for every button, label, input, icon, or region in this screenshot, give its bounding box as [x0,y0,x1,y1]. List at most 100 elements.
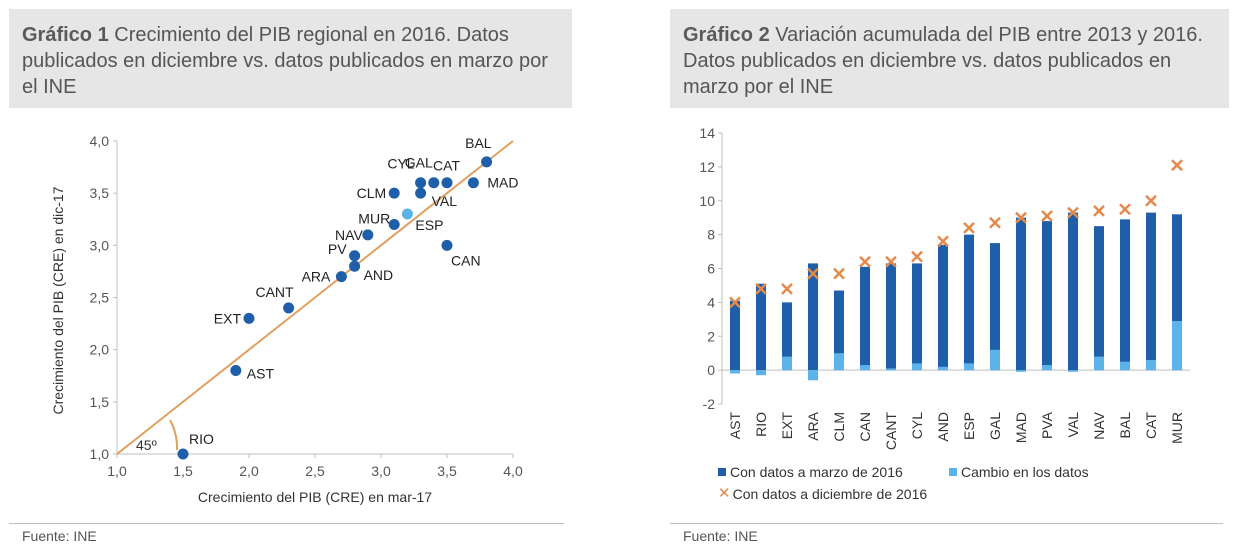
bar-change-ast [730,370,740,374]
marker-december-mur [1171,159,1183,172]
x-tick-label: 3,5 [437,463,457,479]
bar-change-clm [834,353,844,371]
marker-stroke [755,282,767,295]
bar-change-cant [886,368,896,371]
bar-change-cyl [912,363,922,371]
x-tick-label: 4,0 [503,463,523,479]
y-tick-label: 1,5 [90,394,110,410]
bar-march-cat [1146,212,1156,371]
marker-december-clm [833,267,845,280]
reference-line-45 [116,140,514,455]
scatter-point-can [441,239,453,251]
legend-swatch-march [718,468,726,476]
bar-march-ast [730,300,740,371]
marker-december-cat [1145,194,1157,207]
legend-item-march: Con datos a marzo de 2016 [718,464,903,480]
bar-change-ara [808,370,818,381]
x-tick-label: 1,5 [173,463,193,479]
bar-march-val [1068,212,1078,371]
marker-december-mad [1015,211,1027,224]
marker-december-cyl [911,250,923,263]
chart1-header: Gráfico 1 Crecimiento del PIB regional e… [9,9,572,108]
scatter-point-val [415,187,427,199]
marker-december-bal [1119,203,1131,216]
bar-march-pva [1042,221,1052,371]
point-label-ast: AST [247,366,275,382]
marker-december-and [937,235,949,248]
point-label-mad: MAD [487,175,518,191]
y-tick-label: 4 [707,294,715,310]
legend-label-december: Con datos a diciembre de 2016 [732,486,928,502]
point-label-mur: MUR [358,210,390,226]
point-label-bal: BAL [465,135,492,151]
marker-stroke [1093,205,1105,217]
bar-march-bal [1120,219,1130,371]
marker-december-ast [729,296,741,309]
x-tick-label-val: VAL [1065,412,1081,438]
point-label-gal: GAL [405,155,433,171]
scatter-chart: 1,0 1,5 2,0 2,5 3,0 3,5 4,0 1,0 1,5 2,0 2,5 3,0 3,5 4… [50,133,523,505]
bar-change-mur [1172,321,1182,371]
marker-stroke [963,221,975,234]
bar-change-ext [782,356,792,371]
point-label-cant: CANT [255,284,294,300]
scatter-point-mad [467,177,479,189]
chart2-footer-divider [670,523,1223,524]
bar-march-mur [1172,214,1182,371]
marker-stroke [729,296,741,309]
bar-march-can [860,266,870,371]
bar-change-cat [1146,359,1156,371]
point-label-ext: EXT [214,310,242,326]
x-tick-label-cant: CANT [883,412,899,451]
scatter-point-mur [388,218,400,230]
marker-december-gal [989,216,1001,229]
point-label-rio: RIO [189,431,214,447]
x-tick-label-ara: ARA [805,411,821,440]
point-label-pv: PV [328,241,347,257]
point-label-esp: ESP [415,217,443,233]
y-axis-label: Crecimiento del PIB (CRE) en dic-17 [50,186,66,414]
marker-stroke [885,255,897,268]
bar-march-esp [964,234,974,371]
marker-december-cant [885,255,897,268]
chart1-title-bold: Gráfico 1 [22,24,109,46]
scatter-point-esp [401,208,413,220]
marker-december-nav [1093,205,1105,217]
bar-change-val [1068,370,1078,372]
point-label-nav: NAV [335,227,363,243]
y-tick-label: 14 [699,125,715,141]
x-tick-label-bal: BAL [1117,412,1133,439]
x-tick-label-mad: MAD [1013,412,1029,443]
legend-label-change: Cambio en los datos [961,464,1089,480]
chart2-panel: Gráfico 2 Variación acumulada del PIB en… [670,0,1252,544]
x-tick-label-gal: GAL [987,412,1003,440]
bar-march-rio [756,283,766,371]
x-tick-label: 3,0 [371,463,391,479]
x-tick-label-and: AND [935,412,951,442]
y-tick-label: 10 [699,193,715,209]
x-tick-label-nav: NAV [1091,411,1107,439]
bar-march-ara [808,263,818,371]
marker-stroke [989,216,1001,229]
x-tick-label: 2,0 [239,463,259,479]
bar-march-cyl [912,263,922,371]
legend-swatch-change [949,468,957,476]
point-label-can: CAN [451,252,481,268]
marker-december-can [859,255,871,268]
bar-chart: -2 0 2 4 6 8 10 12 14 AST RIO EXT ARA CLM CAN CANT CYL AN… [699,125,1190,451]
y-tick-label: 8 [707,227,715,243]
chart1-footer-divider [9,523,564,524]
scatter-point-bal [481,156,493,168]
y-tick-label: -2 [703,396,716,412]
marker-december-ara [807,267,819,280]
point-label-val: VAL [432,193,458,209]
legend-label-march: Con datos a marzo de 2016 [730,464,903,480]
point-label-cyl: CYL [387,156,414,172]
bar-change-gal [990,349,1000,371]
legend-item-change: Cambio en los datos [949,464,1089,480]
x-tick-label-ext: EXT [779,412,795,440]
x-tick-label-cat: CAT [1143,412,1159,439]
scatter-point-nav [362,229,374,241]
bar-march-clm [834,290,844,371]
x-tick-label-cyl: CYL [909,412,925,439]
